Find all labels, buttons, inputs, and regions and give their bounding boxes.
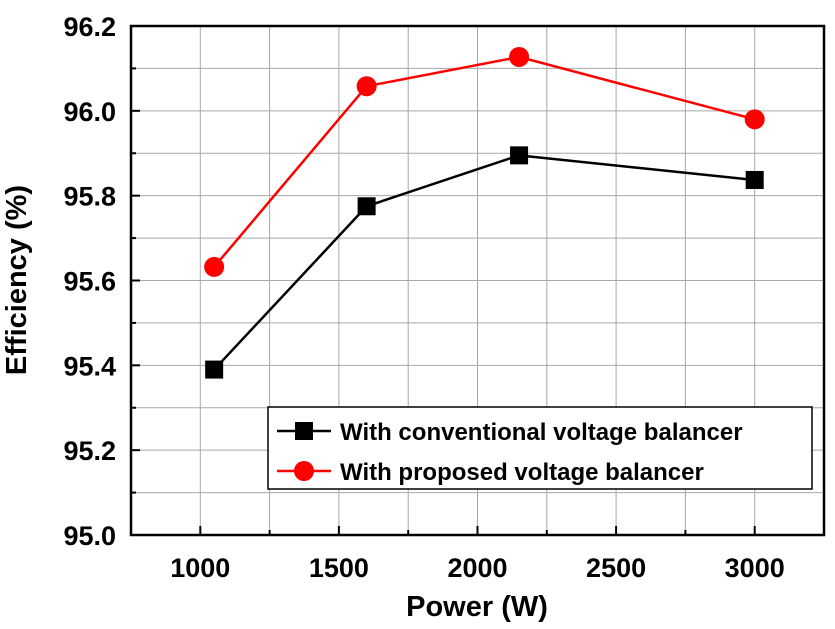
y-tick-label: 96.2: [63, 12, 116, 42]
y-tick-label: 95.2: [63, 436, 116, 466]
x-axis-title: Power (W): [406, 591, 548, 623]
x-tick-label: 3000: [725, 553, 785, 583]
y-tick-label: 95.0: [63, 521, 116, 551]
data-point-circle: [509, 46, 530, 67]
x-tick-label: 1000: [170, 553, 230, 583]
y-tick-label: 95.6: [63, 267, 116, 297]
y-tick-labels: 95.0 95.2 95.4 95.6 95.8 96.0 96.2: [63, 12, 116, 551]
grid: [131, 26, 824, 535]
series-line-1: [213, 55, 756, 268]
legend-label-1: With proposed voltage balancer: [340, 459, 704, 486]
legend-marker-circle: [294, 461, 314, 481]
axis-ticks: [131, 25, 756, 536]
data-point-square: [510, 146, 529, 165]
data-point-circle: [744, 109, 765, 130]
x-tick-labels: 1000 1500 2000 2500 3000: [170, 553, 784, 583]
y-tick-label: 96.0: [63, 97, 116, 127]
y-tick-label: 95.4: [63, 351, 116, 381]
y-axis-title: Efficiency (%): [1, 185, 33, 375]
data-point-square: [205, 360, 224, 379]
data-point-circle: [356, 76, 377, 97]
data-point-square: [357, 197, 376, 216]
x-tick-label: 2500: [586, 553, 646, 583]
series-group: [204, 46, 765, 379]
x-tick-label: 2000: [447, 553, 507, 583]
legend-marker-square: [295, 422, 313, 440]
x-tick-label: 1500: [309, 553, 369, 583]
legend-box: [267, 406, 813, 490]
data-point-square: [745, 170, 764, 189]
series-line-0: [213, 154, 755, 371]
legend-label-0: With conventional voltage balancer: [340, 419, 743, 446]
data-point-circle: [204, 256, 225, 277]
legend: With conventional voltage balancer With p…: [267, 406, 813, 490]
y-tick-label: 95.8: [63, 182, 116, 212]
